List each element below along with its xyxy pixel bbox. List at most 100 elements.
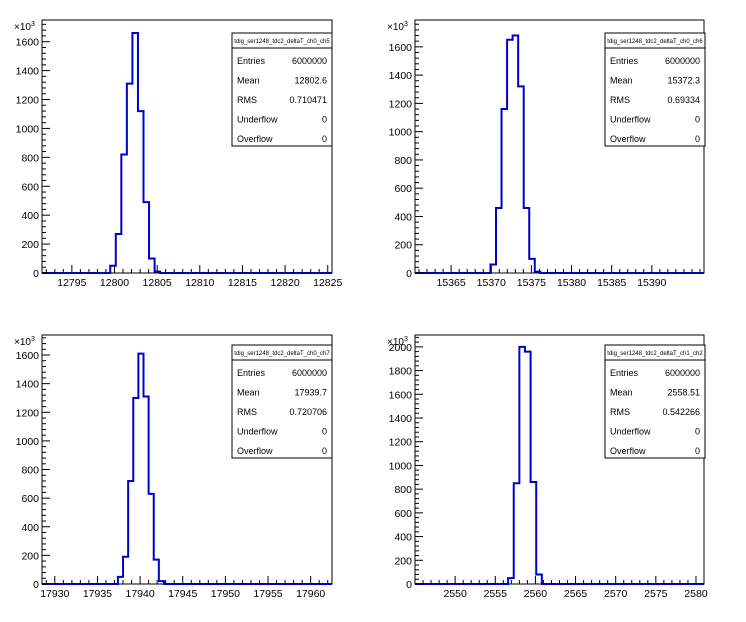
x-tick-label: 2550 <box>443 588 467 600</box>
y-tick-label: 200 <box>21 550 39 562</box>
stats-label: Underflow <box>610 427 651 437</box>
y-tick-label: 0 <box>406 268 412 280</box>
y-tick-label: 200 <box>394 555 412 567</box>
histogram-line <box>42 352 332 585</box>
stats-value: 0 <box>695 446 700 456</box>
stats-label: Overflow <box>610 134 646 144</box>
y-tick-label: 1000 <box>389 460 413 472</box>
histogram-line <box>415 34 704 274</box>
y-tick-label: 600 <box>394 183 412 195</box>
x-tick-label: 2570 <box>604 588 628 600</box>
x-tick-label: 12810 <box>185 277 214 289</box>
histogram-pad-ch0-ch5: 12795 12800 12805 12810 12815 12820 12825 0 200 4… <box>14 19 342 289</box>
x-tick-label: 17935 <box>83 588 112 600</box>
y-tick-label: 400 <box>21 522 39 534</box>
x-tick-label: 15390 <box>637 277 666 289</box>
y-tick-label: 400 <box>394 211 412 223</box>
stats-value: 6000000 <box>665 56 700 66</box>
y-tick-label: 1600 <box>389 389 413 401</box>
y-tick-label: 1600 <box>389 42 413 54</box>
stats-label: Entries <box>610 368 639 378</box>
y-tick-label: 400 <box>21 210 39 222</box>
y-tick-label: 600 <box>394 508 412 520</box>
stats-label: Overflow <box>237 134 273 144</box>
stats-label: RMS <box>610 407 630 417</box>
stats-title: tdig_ser1248_tdc2_deltaT_ch0_ch7 <box>234 351 330 357</box>
histogram-line <box>415 345 704 585</box>
x-tick-label: 17960 <box>296 588 325 600</box>
y-tick-label: 1400 <box>389 413 413 425</box>
x-tick-label: 2575 <box>644 588 668 600</box>
stats-label: Underflow <box>610 115 651 125</box>
y-tick-label: 0 <box>33 579 39 591</box>
y-tick-label: 400 <box>394 532 412 544</box>
stats-label: Underflow <box>237 427 278 437</box>
x-tick-label: 17950 <box>211 588 240 600</box>
stats-value: 0 <box>322 446 327 456</box>
y-tick-label: 1800 <box>389 366 413 378</box>
stats-label: RMS <box>237 407 257 417</box>
stats-box <box>231 344 333 459</box>
x-tick-label: 15375 <box>517 277 546 289</box>
stats-box <box>604 344 706 459</box>
stats-label: Mean <box>610 388 633 398</box>
y-tick-label: 800 <box>394 155 412 167</box>
y-exponent-mantissa: ×10 <box>387 22 404 33</box>
stats-value: 6000000 <box>665 368 700 378</box>
x-tick-label: 17940 <box>125 588 154 600</box>
stats-title: tdig_ser1248_tdc2_deltaT_ch0_ch6 <box>607 39 703 45</box>
y-exponent-power: 3 <box>404 336 408 343</box>
y-tick-label: 1000 <box>16 123 40 135</box>
stats-label: Entries <box>237 56 266 66</box>
stats-value: 0 <box>695 115 700 125</box>
stats-value: 0 <box>322 427 327 437</box>
stats-label: Entries <box>237 368 266 378</box>
y-tick-label: 1200 <box>389 437 413 449</box>
stats-value: 2558.51 <box>667 388 700 398</box>
x-tick-label: 15380 <box>557 277 586 289</box>
stats-value: 12802.6 <box>294 76 327 86</box>
y-tick-label: 1000 <box>16 436 40 448</box>
stats-value: 0.542266 <box>662 407 700 417</box>
x-tick-label: 12795 <box>57 277 86 289</box>
stats-value: 0.710471 <box>289 95 327 105</box>
x-tick-label: 15370 <box>477 277 506 289</box>
stats-value: 6000000 <box>292 56 327 66</box>
x-tick-label: 15385 <box>597 277 626 289</box>
y-exponent-power: 3 <box>31 21 35 28</box>
stats-value: 0 <box>695 134 700 144</box>
stats-box <box>231 32 333 147</box>
x-tick-label: 17945 <box>168 588 197 600</box>
stats-label: RMS <box>610 95 630 105</box>
y-exponent-mantissa: ×10 <box>14 22 31 33</box>
x-tick-label: 12805 <box>143 277 172 289</box>
y-tick-label: 1200 <box>389 98 413 110</box>
stats-value: 17939.7 <box>294 388 327 398</box>
x-tick-label: 12820 <box>270 277 299 289</box>
y-tick-label: 600 <box>21 493 39 505</box>
x-tick-label: 12825 <box>313 277 342 289</box>
y-tick-label: 800 <box>21 465 39 477</box>
stats-value: 0 <box>695 427 700 437</box>
x-tick-label: 17930 <box>40 588 69 600</box>
stats-value: 0.720706 <box>289 407 327 417</box>
stats-value: 0 <box>322 115 327 125</box>
y-tick-label: 1600 <box>16 350 40 362</box>
x-tick-label: 12800 <box>100 277 129 289</box>
stats-label: Overflow <box>237 446 273 456</box>
stats-label: Entries <box>610 56 639 66</box>
y-tick-label: 1200 <box>16 95 40 107</box>
stats-label: Mean <box>237 76 260 86</box>
y-tick-label: 1000 <box>389 127 413 139</box>
x-tick-label: 2580 <box>684 588 708 600</box>
stats-value: 6000000 <box>292 368 327 378</box>
stats-box <box>604 32 706 147</box>
stats-label: Mean <box>610 76 633 86</box>
stats-title: tdig_ser1248_tdc2_deltaT_ch0_ch5 <box>234 39 330 45</box>
y-tick-label: 2000 <box>389 342 413 354</box>
histogram-pad-ch0-ch7: 17930 17935 17940 17945 17950 17955 17960 0 200 4… <box>14 334 333 600</box>
x-tick-label: 2565 <box>564 588 588 600</box>
stats-label: Underflow <box>237 115 278 125</box>
stats-label: RMS <box>237 95 257 105</box>
stats-value: 15372.3 <box>667 76 700 86</box>
